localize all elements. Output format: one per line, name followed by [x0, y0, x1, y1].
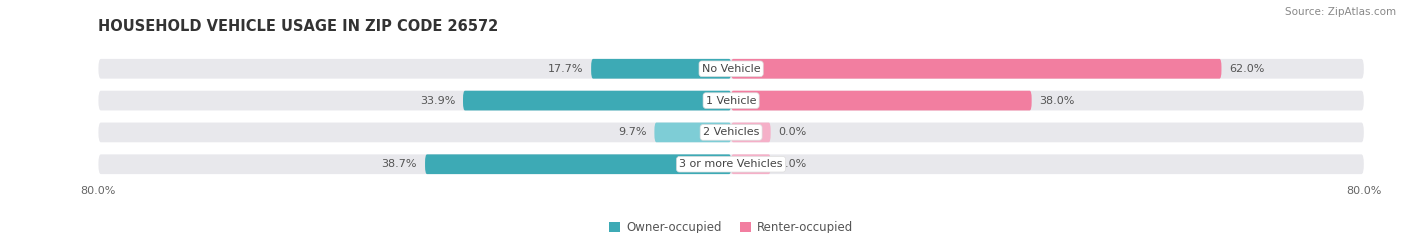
Text: 0.0%: 0.0%: [779, 127, 807, 137]
FancyBboxPatch shape: [654, 123, 731, 142]
Text: 17.7%: 17.7%: [548, 64, 583, 74]
Text: 0.0%: 0.0%: [779, 159, 807, 169]
FancyBboxPatch shape: [463, 91, 731, 110]
Text: No Vehicle: No Vehicle: [702, 64, 761, 74]
FancyBboxPatch shape: [98, 91, 1364, 110]
Text: 3 or more Vehicles: 3 or more Vehicles: [679, 159, 783, 169]
Text: 2 Vehicles: 2 Vehicles: [703, 127, 759, 137]
Text: 62.0%: 62.0%: [1229, 64, 1265, 74]
Text: 38.7%: 38.7%: [381, 159, 418, 169]
Text: 9.7%: 9.7%: [619, 127, 647, 137]
Text: 38.0%: 38.0%: [1039, 96, 1076, 106]
FancyBboxPatch shape: [731, 154, 770, 174]
FancyBboxPatch shape: [731, 59, 1222, 79]
FancyBboxPatch shape: [425, 154, 731, 174]
FancyBboxPatch shape: [731, 91, 1032, 110]
Text: 33.9%: 33.9%: [420, 96, 456, 106]
FancyBboxPatch shape: [98, 59, 1364, 79]
FancyBboxPatch shape: [98, 154, 1364, 174]
FancyBboxPatch shape: [98, 123, 1364, 142]
Legend: Owner-occupied, Renter-occupied: Owner-occupied, Renter-occupied: [605, 216, 858, 233]
FancyBboxPatch shape: [731, 123, 770, 142]
Text: 1 Vehicle: 1 Vehicle: [706, 96, 756, 106]
FancyBboxPatch shape: [591, 59, 731, 79]
Text: Source: ZipAtlas.com: Source: ZipAtlas.com: [1285, 7, 1396, 17]
Text: HOUSEHOLD VEHICLE USAGE IN ZIP CODE 26572: HOUSEHOLD VEHICLE USAGE IN ZIP CODE 2657…: [98, 19, 499, 34]
